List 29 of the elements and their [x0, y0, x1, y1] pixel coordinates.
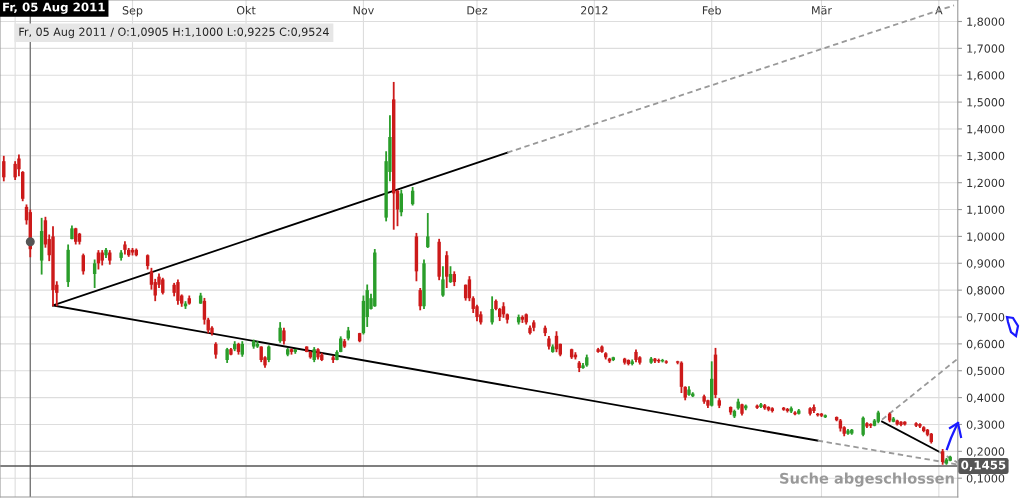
- x-tick-label: Sep: [122, 6, 143, 17]
- text: Fr, 05 Aug 2011 / O:1,0905 H:1,1000 L:0,9225 C:0,9524: [19, 27, 329, 39]
- y-tick-label: 1,8000: [967, 17, 1005, 28]
- y-tick-label: 0,3000: [966, 420, 1005, 430]
- x-tick-label: Dez: [467, 6, 488, 15]
- y-tick-label: 1,5000: [967, 98, 1005, 108]
- y-tick-label: 1,2000: [967, 178, 1005, 189]
- y-tick-label: 1,4000: [967, 124, 1005, 135]
- y-tick-label: 1,1000: [967, 205, 1005, 216]
- chart-title: Fr, 05 Aug 2011: [3, 2, 105, 14]
- annotation: Suche abgeschlossen: [780, 472, 954, 487]
- y-tick-label: 0,7000: [966, 312, 1005, 323]
- y-tick-label: 0,2000: [966, 447, 1005, 457]
- y-tick-label: 0,9000: [966, 259, 1005, 269]
- y-tick-label: 1,0000: [967, 232, 1005, 242]
- x-tick-label: Nov: [353, 6, 374, 15]
- y-tick-label: 0,6000: [966, 339, 1005, 350]
- x-tick-label: Feb: [702, 5, 721, 15]
- ref-line-label: 0,1455: [961, 460, 1006, 471]
- x-tick-label: 2012: [581, 6, 608, 15]
- y-tick-label: 1,7000: [967, 44, 1005, 54]
- x-tick-label: Okt: [236, 5, 256, 15]
- y-tick-label: 0,4000: [966, 393, 1005, 404]
- y-tick-label: 1,6000: [967, 71, 1005, 81]
- y-tick-label: 0,8000: [966, 286, 1005, 296]
- x-tick-label: Mär: [812, 5, 832, 15]
- y-tick-label: 0,1000: [966, 474, 1005, 484]
- y-tick-label: 1,3000: [967, 151, 1005, 162]
- y-tick-label: 0,5000: [966, 366, 1005, 377]
